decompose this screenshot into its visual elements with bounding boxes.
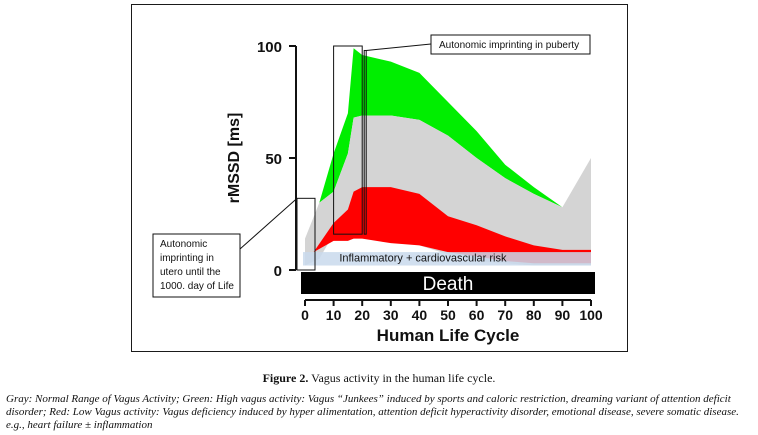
figure-caption-text: Vagus activity in the human life cycle. bbox=[308, 371, 496, 385]
utero-highlight-box bbox=[296, 197, 316, 271]
y-tick-label: 0 bbox=[274, 263, 282, 280]
chart-axes: 0 50 100 0 10 20 30 40 50 60 70 80 90 100 Human Life C… bbox=[226, 39, 603, 345]
utero-leader-line bbox=[239, 197, 298, 250]
figure-caption: Figure 2. Vagus activity in the human li… bbox=[0, 371, 758, 386]
risk-band-label: Inflammatory + cardiovascular risk bbox=[339, 253, 507, 265]
x-tick-label: 80 bbox=[526, 307, 542, 323]
y-tick-label: 100 bbox=[257, 39, 282, 56]
x-tick-label: 70 bbox=[497, 307, 513, 323]
x-tick-label: 100 bbox=[579, 307, 603, 323]
utero-label-line: Autonomic bbox=[160, 239, 207, 250]
x-tick-label: 20 bbox=[354, 307, 370, 323]
utero-label-box bbox=[152, 233, 241, 298]
puberty-leader-line bbox=[366, 43, 432, 51]
x-tick-label: 90 bbox=[555, 307, 571, 323]
death-bar bbox=[301, 272, 595, 294]
high-vagus-area bbox=[305, 48, 591, 239]
y-tick-label: 50 bbox=[265, 151, 282, 168]
chart-areas bbox=[305, 48, 591, 266]
puberty-highlight-box-inner bbox=[363, 49, 367, 235]
x-tick-label: 30 bbox=[383, 307, 399, 323]
x-tick-label: 0 bbox=[301, 307, 309, 323]
risk-band: Inflammatory + cardiovascular risk bbox=[303, 252, 591, 266]
x-axis-label: Human Life Cycle bbox=[377, 326, 520, 345]
figure-description: Gray: Normal Range of Vagus Activity; Gr… bbox=[6, 393, 739, 431]
low-vagus-area bbox=[313, 187, 591, 264]
puberty-label-box bbox=[430, 34, 591, 55]
puberty-highlight-box bbox=[333, 45, 363, 235]
risk-band-rect bbox=[303, 252, 591, 266]
vagus-activity-chart: Inflammatory + cardiovascular risk Death… bbox=[152, 34, 603, 345]
utero-label-line: 1000. day of Life bbox=[160, 281, 234, 292]
x-tick-label: 50 bbox=[440, 307, 456, 323]
normal-range-area bbox=[305, 115, 591, 266]
puberty-label: Autonomic imprinting in puberty bbox=[439, 40, 579, 51]
utero-label: Autonomic imprinting in utero until the 100… bbox=[160, 239, 234, 292]
x-tick-label: 40 bbox=[412, 307, 428, 323]
utero-label-line: imprinting in bbox=[160, 253, 214, 264]
x-tick-label: 60 bbox=[469, 307, 485, 323]
chart-annotations: Autonomic imprinting in puberty Autonomi… bbox=[152, 34, 591, 298]
figure-caption-label: Figure 2. bbox=[262, 371, 309, 385]
x-tick-label: 10 bbox=[326, 307, 342, 323]
utero-label-line: utero until the bbox=[160, 267, 221, 278]
death-bar-group: Death bbox=[301, 272, 595, 295]
y-axis-label: rMSSD [ms] bbox=[226, 113, 243, 204]
death-label: Death bbox=[423, 274, 474, 295]
